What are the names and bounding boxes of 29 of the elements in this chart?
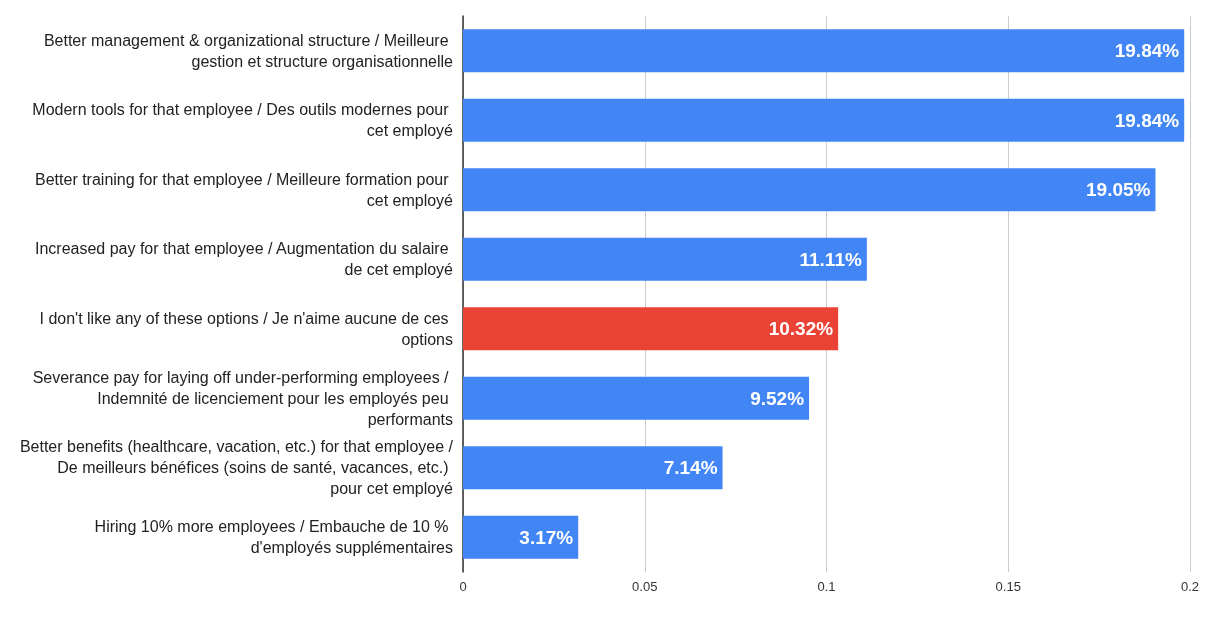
y-tick-label: I don't like any of these options / Je n'aime aucune de ces options bbox=[39, 309, 453, 348]
data-label: 19.05% bbox=[1086, 179, 1151, 201]
x-tick-label: 0.15 bbox=[995, 579, 1021, 594]
x-tick-label: 0.2 bbox=[1180, 579, 1200, 594]
bar bbox=[463, 307, 839, 351]
bar bbox=[463, 446, 723, 490]
data-label: 11.11% bbox=[799, 248, 862, 270]
bar bbox=[463, 168, 1156, 212]
data-label: 9.52% bbox=[750, 387, 805, 409]
x-tick-label: 0.1 bbox=[817, 579, 836, 594]
data-label: 10.32% bbox=[768, 318, 834, 340]
y-tick-label: Hiring 10% more employees / Embauche de 10 % d'employés supplémentaires bbox=[94, 518, 453, 557]
bar bbox=[463, 376, 810, 420]
data-label: 19.84% bbox=[1114, 109, 1180, 131]
x-tick-label: 0.05 bbox=[632, 579, 658, 594]
y-tick-label: Increased pay for that employee / Augmentation du salaire de cet employé bbox=[34, 240, 454, 279]
bar bbox=[463, 98, 1185, 142]
bar bbox=[463, 515, 579, 559]
bar bbox=[463, 237, 867, 281]
y-tick-label: Severance pay for laying off under-performing employees / Indemnité de licenciement pour les employés peu performants bbox=[32, 368, 453, 428]
bar bbox=[463, 29, 1185, 73]
data-label: 7.14% bbox=[663, 457, 718, 479]
data-label: 19.84% bbox=[1114, 40, 1180, 62]
y-tick-label: Modern tools for that employee / Des outils modernes pour cet employé bbox=[32, 101, 454, 140]
x-tick-label: 0 bbox=[459, 579, 467, 594]
y-tick-label: Better benefits (healthcare, vacation, etc.) for that employee / De meilleurs bénéfices (soins de santé, vacances, etc.) pour cet employé bbox=[19, 438, 454, 498]
y-tick-label: Better training for that employee / Meilleure formation pour cet employé bbox=[35, 170, 454, 209]
y-tick-label: Better management & organizational structure / Meilleure gestion et structure organisationnelle bbox=[43, 31, 454, 70]
data-label: 3.17% bbox=[519, 526, 574, 548]
